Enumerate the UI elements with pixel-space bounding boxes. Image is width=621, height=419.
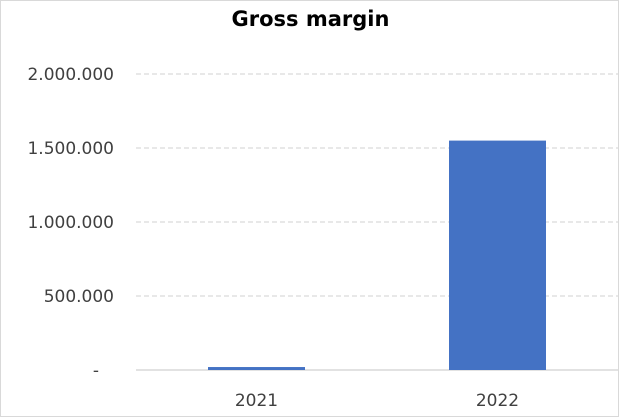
bar-2022 [449, 140, 546, 370]
y-tick-label: 1.500.000 [27, 139, 114, 159]
y-tick-label: 1.000.000 [27, 213, 114, 233]
bar-2021 [208, 367, 305, 370]
x-tick-label: 2021 [235, 391, 278, 411]
y-tick-label: 500.000 [44, 287, 114, 307]
chart-title: Gross margin [231, 7, 390, 31]
x-tick-label: 2022 [476, 391, 519, 411]
y-tick-label: 2.000.000 [27, 65, 114, 85]
y-tick-label: - [93, 361, 99, 381]
